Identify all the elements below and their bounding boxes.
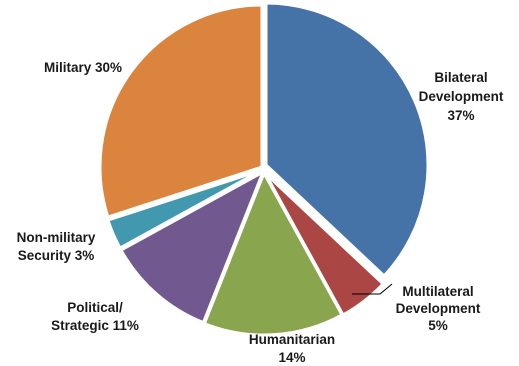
- pie-slice-humanitarian: [202, 171, 344, 337]
- pie-label-line: Non-military: [17, 230, 96, 245]
- slices-layer: [98, 1, 430, 337]
- pie-label-line: Military 30%: [44, 60, 122, 75]
- labels-layer: Bilateral Development 37% Multilateral Devel…: [17, 60, 504, 365]
- pie-label-line: 5%: [428, 318, 448, 333]
- pie-label-line: Development: [419, 89, 504, 104]
- pie-slice-non-military: [106, 168, 264, 250]
- pie-label-line: Strategic 11%: [51, 318, 139, 333]
- pie-label-military-30: Military 30%: [44, 60, 122, 75]
- pie-label-political: Political/Strategic 11%: [51, 300, 139, 333]
- pie-label-line: 37%: [447, 108, 474, 123]
- pie-slice-military-30: [98, 3, 264, 219]
- pie-label-line: Security 3%: [18, 248, 95, 263]
- leader-lines-layer: [352, 283, 393, 295]
- pie-label-line: Development: [396, 301, 481, 316]
- pie-label-bilateral: Bilateral Development 37%: [419, 70, 504, 123]
- pie-label-line: Humanitarian: [249, 332, 335, 347]
- pie-slice-bilateral: [264, 1, 430, 278]
- pie-slice-political: [119, 170, 265, 325]
- pie-label-line: Political/: [67, 300, 123, 315]
- leader-line-multilateral: [352, 283, 393, 295]
- pie-label-line: Multilateral: [402, 284, 473, 299]
- pie-label-multilateral: Multilateral Development 5%: [396, 284, 481, 333]
- pie-label-non-military: Non-military Security 3%: [17, 230, 96, 263]
- pie-label-line: Bilateral: [434, 70, 487, 85]
- pie-label-humanitarian: Humanitarian 14%: [249, 332, 335, 365]
- pie-label-line: 14%: [278, 350, 305, 365]
